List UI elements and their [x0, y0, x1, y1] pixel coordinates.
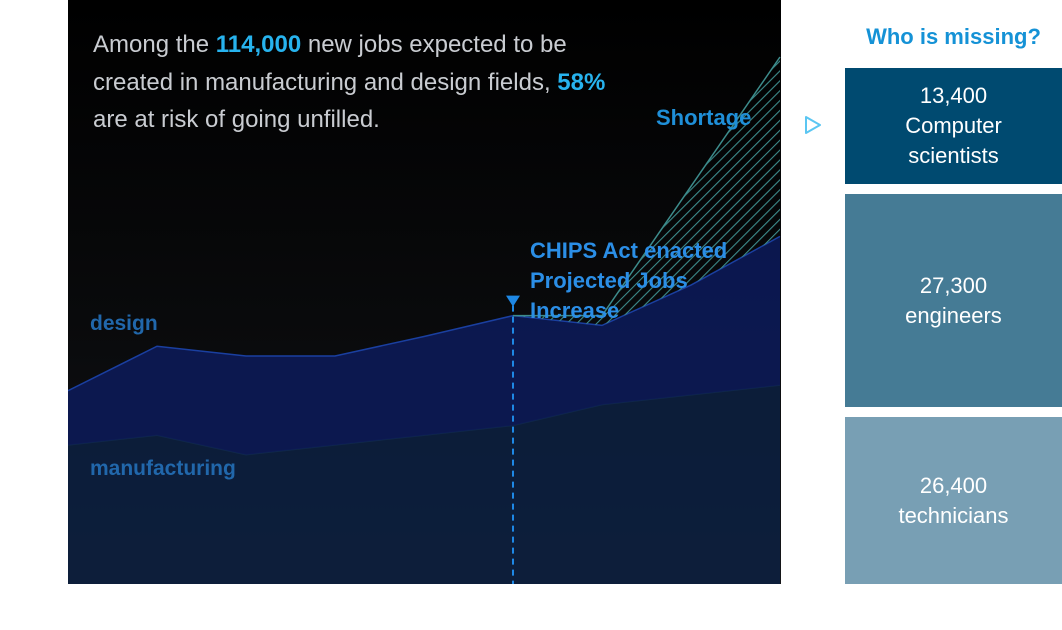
area-edge-design: [68, 235, 781, 392]
chart-panel: Among the 114,000 new jobs expected to b…: [68, 0, 781, 584]
jobs-highlight: 114,000: [215, 31, 302, 58]
box-label: engineers: [905, 302, 1002, 328]
chips-act-annotation: CHIPS Act enacted Projected Jobs Increas…: [530, 236, 727, 326]
area-shortage: [513, 57, 780, 326]
annotation-line-1: CHIPS Act enacted: [530, 238, 728, 263]
missing-technicians: 26,400 technicians: [845, 417, 1062, 584]
box-value: 26,400: [919, 472, 988, 498]
missing-computer-scientists: 13,400 Computer scientists: [845, 68, 1062, 184]
box-label: Computer scientists: [905, 113, 1002, 168]
area-manufacturing: [68, 385, 780, 584]
pct-highlight: 58%: [557, 68, 606, 96]
area-chart: [68, 56, 781, 584]
series-label-manufacturing: manufacturing: [90, 457, 236, 480]
annotation-line-2: Projected Jobs: [530, 268, 688, 293]
event-marker: [506, 295, 520, 307]
area-design: [68, 236, 780, 455]
box-value: 27,300: [919, 272, 988, 298]
series-label-design: design: [90, 312, 158, 335]
headline: Among the 114,000 new jobs expected to b…: [93, 31, 606, 133]
series-label-shortage: Shortage: [656, 105, 752, 130]
missing-engineers: 27,300 engineers: [845, 194, 1062, 407]
box-value: 13,400: [919, 83, 988, 108]
annotation-line-3: Increase: [530, 298, 620, 323]
play-arrow-icon: [805, 116, 821, 134]
sidebar-title: Who is missing?: [866, 24, 1041, 49]
box-label: technicians: [898, 502, 1009, 528]
area-edge-shortage: [513, 56, 781, 317]
